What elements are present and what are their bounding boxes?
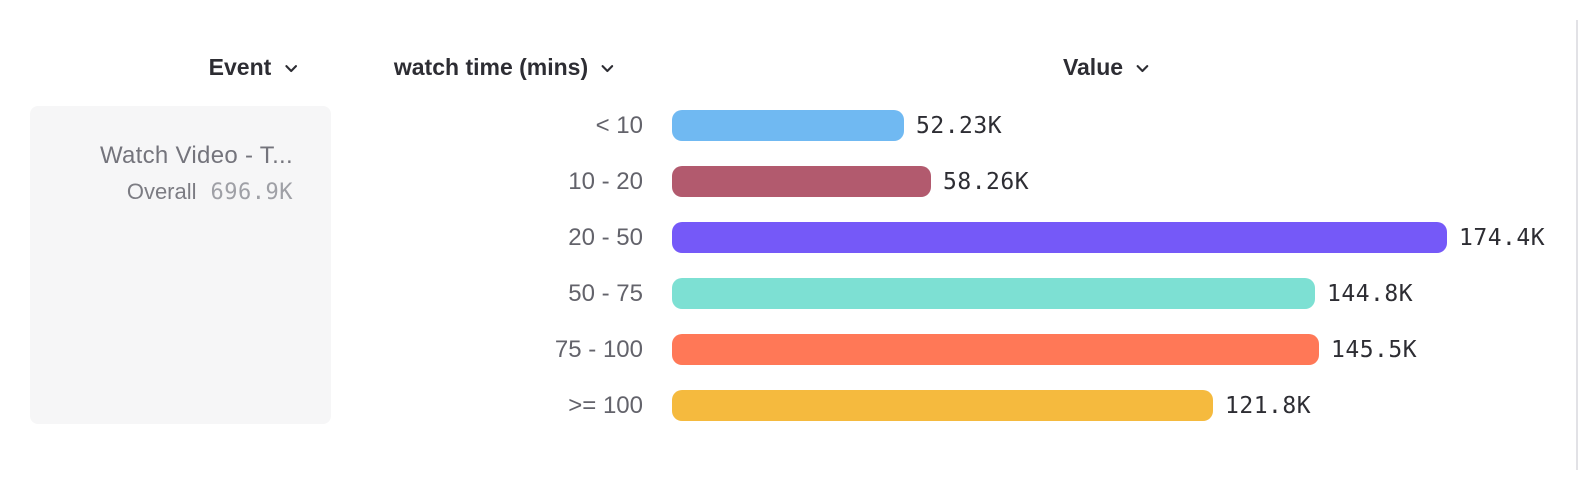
event-legend-card[interactable]: Watch Video - T... Overall 696.9K bbox=[30, 106, 331, 424]
value-label: 174.4K bbox=[1459, 224, 1546, 251]
value-column-label: Value bbox=[1062, 53, 1124, 80]
value-label: 58.26K bbox=[943, 168, 1030, 195]
bar-segment[interactable] bbox=[672, 278, 1315, 309]
breakdown-column-label: watch time (mins) bbox=[393, 53, 589, 80]
bar-segment[interactable] bbox=[672, 110, 904, 141]
category-label: 75 - 100 bbox=[554, 335, 643, 363]
category-label: 20 - 50 bbox=[568, 223, 643, 251]
event-column-label: Event bbox=[208, 53, 272, 80]
breakdown-column-dropdown[interactable]: watch time (mins) bbox=[394, 53, 616, 81]
value-label: 121.8K bbox=[1225, 392, 1312, 419]
chevron-down-icon bbox=[1134, 60, 1151, 77]
category-label: 10 - 20 bbox=[568, 167, 643, 195]
chart-row: 10 - 20 58.26K bbox=[400, 166, 1545, 197]
chart-row: 20 - 50 174.4K bbox=[400, 222, 1545, 253]
chevron-down-icon bbox=[599, 60, 616, 77]
chart-row: < 10 52.23K bbox=[400, 110, 1545, 141]
chart-row: >= 100 121.8K bbox=[400, 390, 1545, 421]
overall-label: Overall bbox=[126, 179, 197, 204]
value-column-dropdown[interactable]: Value bbox=[1063, 53, 1151, 81]
bar-segment[interactable] bbox=[672, 222, 1447, 253]
panel-divider bbox=[1576, 20, 1578, 470]
category-label: >= 100 bbox=[568, 391, 643, 419]
bar-segment[interactable] bbox=[672, 390, 1213, 421]
event-column-dropdown[interactable]: Event bbox=[209, 53, 300, 81]
bar-chart: < 10 52.23K 10 - 20 58.26K 20 - 50 174.4… bbox=[400, 110, 1545, 421]
value-label: 145.5K bbox=[1331, 336, 1418, 363]
chart-row: 75 - 100 145.5K bbox=[400, 334, 1545, 365]
bar-segment[interactable] bbox=[672, 166, 931, 197]
chevron-down-icon bbox=[282, 60, 299, 77]
category-label: 50 - 75 bbox=[568, 279, 643, 307]
value-label: 52.23K bbox=[916, 112, 1003, 139]
chart-row: 50 - 75 144.8K bbox=[400, 278, 1545, 309]
value-label: 144.8K bbox=[1327, 280, 1414, 307]
overall-value: 696.9K bbox=[210, 180, 293, 205]
event-overall-row: Overall 696.9K bbox=[40, 179, 293, 205]
event-name: Watch Video - T... bbox=[99, 142, 293, 169]
bar-segment[interactable] bbox=[672, 334, 1319, 365]
category-label: < 10 bbox=[595, 111, 643, 139]
